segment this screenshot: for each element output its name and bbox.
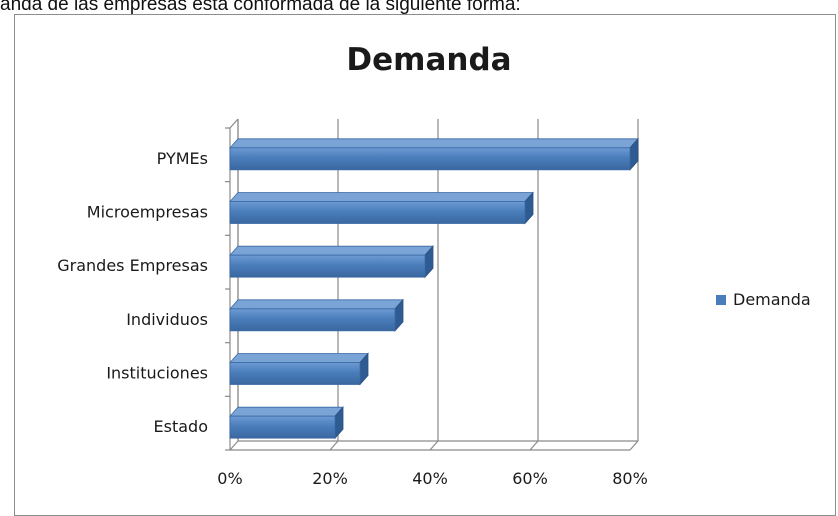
x-tick-label: 0%: [217, 469, 242, 488]
chart-title: Demanda: [346, 42, 511, 78]
category-label: Grandes Empresas: [57, 256, 208, 275]
bar-top-face: [229, 353, 369, 363]
x-tick-label: 40%: [412, 469, 448, 488]
x-tick-label: 80%: [612, 469, 648, 488]
category-label: Microempresas: [87, 203, 208, 222]
floor-gridline: [429, 440, 439, 451]
x-tick-label: 20%: [312, 469, 348, 488]
bar: [229, 147, 631, 171]
bar: [229, 415, 336, 439]
wall-top-edge: [229, 118, 239, 129]
legend: Demanda: [716, 290, 811, 309]
category-label: Individuos: [126, 310, 208, 329]
floor-gridline: [629, 440, 639, 451]
category-label: PYMEs: [157, 149, 208, 168]
bar-top-face: [229, 192, 534, 202]
legend-label: Demanda: [733, 290, 811, 309]
bar-top-face: [229, 138, 639, 149]
plot-area: 0% 20% 40% 60% 80% PYMEs Microempresas Grandes …: [57, 118, 648, 488]
category-label: Instituciones: [106, 364, 208, 383]
bar-top-face: [229, 245, 434, 256]
bar-top-face: [229, 406, 344, 417]
bar-top-face: [229, 299, 404, 310]
bar: [229, 308, 396, 332]
intro-text: anda de las empresas está conformada de …: [0, 0, 521, 15]
floor-gridline: [229, 440, 239, 451]
bar: [229, 254, 426, 278]
x-tick-label: 60%: [512, 469, 548, 488]
floor-gridline: [529, 440, 539, 451]
category-label: Estado: [154, 417, 208, 436]
floor-gridline: [329, 440, 339, 451]
bar: [229, 201, 526, 224]
legend-swatch: [716, 295, 726, 305]
bar: [229, 362, 361, 385]
